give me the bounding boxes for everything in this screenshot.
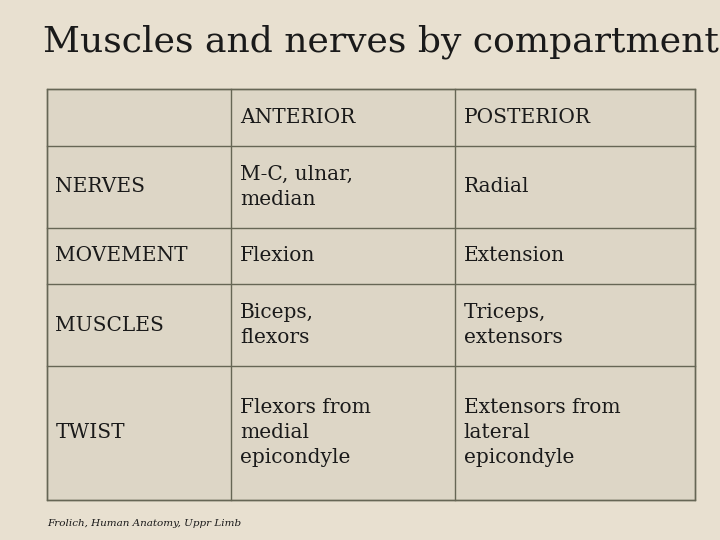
Text: Biceps,
flexors: Biceps, flexors (240, 303, 314, 347)
Text: Frolich, Human Anatomy, Uppr Limb: Frolich, Human Anatomy, Uppr Limb (47, 519, 241, 528)
Text: NERVES: NERVES (55, 177, 145, 196)
Text: Flexors from
medial
epicondyle: Flexors from medial epicondyle (240, 398, 371, 467)
Text: Extensors from
lateral
epicondyle: Extensors from lateral epicondyle (464, 398, 621, 467)
Text: Triceps,
extensors: Triceps, extensors (464, 303, 562, 347)
Text: Flexion: Flexion (240, 246, 315, 266)
Text: TWIST: TWIST (55, 423, 125, 442)
Text: MOVEMENT: MOVEMENT (55, 246, 188, 266)
Text: Muscles and nerves by compartment: Muscles and nerves by compartment (43, 24, 719, 59)
Text: MUSCLES: MUSCLES (55, 316, 164, 335)
Text: M-C, ulnar,
median: M-C, ulnar, median (240, 165, 353, 209)
Text: Radial: Radial (464, 177, 529, 196)
Text: ANTERIOR: ANTERIOR (240, 108, 356, 127)
Text: POSTERIOR: POSTERIOR (464, 108, 590, 127)
Text: Extension: Extension (464, 246, 564, 266)
